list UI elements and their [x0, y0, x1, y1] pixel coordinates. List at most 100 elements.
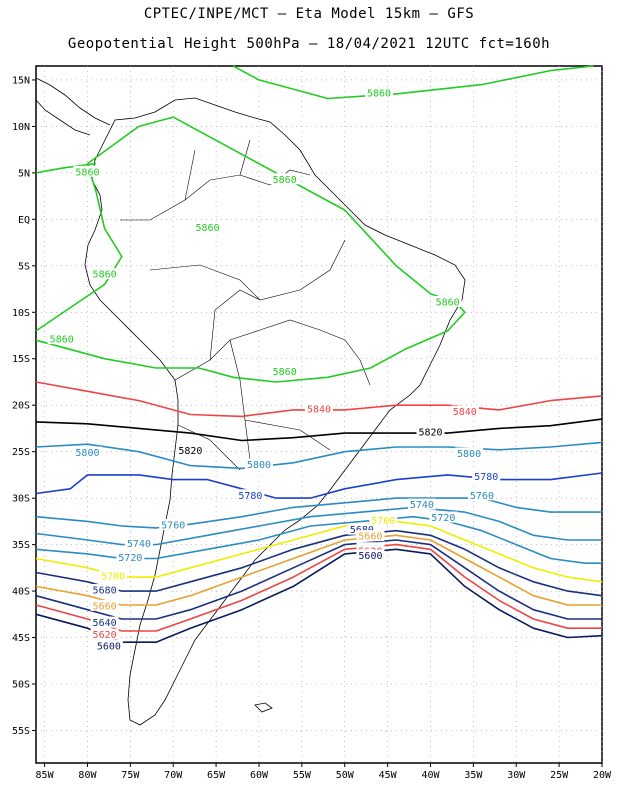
contour-5620 — [35, 543, 602, 632]
contour-label-bg — [90, 628, 119, 640]
contour-label-5740: 5740 — [410, 500, 434, 511]
contour-label-5640: 5640 — [93, 618, 117, 629]
contour-label-5860: 5860 — [75, 167, 99, 178]
contour-label-5700: 5700 — [371, 516, 395, 527]
contour-label-bg — [124, 537, 153, 549]
lon-tick-label: 65W — [207, 770, 226, 781]
lat-tick-label: EQ — [18, 215, 30, 226]
contour-label-bg — [369, 514, 398, 526]
contour-5660 — [35, 534, 602, 606]
falkland-islands — [254, 702, 273, 713]
contour-5860 — [232, 65, 594, 100]
contour-label-bg — [94, 639, 123, 651]
lat-tick-label: 55S — [12, 726, 30, 737]
contour-label-bg — [407, 498, 436, 510]
contour-label-5680: 5680 — [93, 586, 117, 597]
contour-label-bg — [73, 446, 102, 458]
contour-5760 — [35, 497, 602, 529]
contour-label-5860: 5860 — [50, 335, 74, 346]
contour-label-5860: 5860 — [367, 88, 391, 99]
contour-label-bg — [90, 599, 119, 611]
contour-5700 — [35, 520, 603, 583]
contour-5600 — [35, 548, 603, 644]
contour-labels: 5860 5860 5860 5860 5860 5860 5860 5860 5840 5840… — [47, 86, 501, 652]
contour-label-bg — [433, 295, 462, 307]
contour-label-5720: 5720 — [431, 513, 455, 524]
lon-tick-label: 25W — [550, 770, 569, 781]
contour-5860 — [35, 116, 466, 383]
lat-tick-label: 10S — [12, 308, 30, 319]
contour-label-5600: 5600 — [358, 551, 382, 562]
contour-label-bg — [347, 523, 376, 535]
contour-label-bg — [159, 519, 188, 531]
contour-label-5860: 5860 — [273, 367, 297, 378]
axis-labels: 15N 10N 5N EQ 5S 10S 15S 20S 25S 30S 35S 40S 45S 50S 5… — [12, 75, 612, 781]
contour-label-5840: 5840 — [453, 407, 477, 418]
lon-tick-label: 55W — [293, 770, 312, 781]
contour-5800 — [35, 441, 603, 470]
lat-tick-label: 20S — [12, 401, 30, 412]
contour-label-5780: 5780 — [474, 472, 498, 483]
lon-tick-label: 20W — [593, 770, 612, 781]
contour-label-bg — [116, 551, 145, 563]
contour-lines — [35, 65, 603, 644]
contour-label-bg — [73, 165, 102, 177]
contour-label-bg — [356, 530, 385, 542]
contour-label-5600: 5600 — [97, 641, 121, 652]
contour-label-bg — [429, 511, 458, 523]
contour-label-bg — [99, 570, 128, 582]
contour-label-5800: 5800 — [75, 448, 99, 459]
contour-label-bg — [472, 470, 501, 482]
lon-tick-label: 50W — [336, 770, 355, 781]
lon-tick-label: 30W — [507, 770, 526, 781]
contour-label-5860: 5860 — [195, 223, 219, 234]
contour-label-bg — [450, 405, 479, 417]
contour-label-bg — [455, 447, 484, 459]
contour-label-bg — [365, 86, 394, 98]
contour-label-5800: 5800 — [457, 449, 481, 460]
contour-label-5760: 5760 — [161, 521, 185, 532]
lon-tick-label: 45W — [379, 770, 398, 781]
contour-label-5820: 5820 — [178, 446, 202, 457]
contour-label-bg — [244, 458, 273, 470]
contour-label-bg — [467, 489, 496, 501]
chart-title-line1: CPTEC/INPE/MCT — Eta Model 15km — GFS — [143, 6, 475, 22]
contour-label-bg — [270, 365, 299, 377]
lon-tick-label: 75W — [121, 770, 140, 781]
contour-label-bg — [305, 402, 333, 414]
contour-label-5720: 5720 — [118, 553, 142, 564]
contour-label-bg — [356, 549, 385, 561]
contour-5680 — [35, 529, 603, 597]
contour-label-5700: 5700 — [101, 572, 125, 583]
lon-tick-label: 60W — [250, 770, 269, 781]
lon-tick-label: 35W — [464, 770, 483, 781]
contour-label-bg — [90, 584, 119, 596]
lat-tick-label: 10N — [12, 122, 30, 133]
lat-tick-label: 5N — [18, 168, 30, 179]
contour-label-bg — [47, 333, 76, 345]
contour-label-5860: 5860 — [436, 297, 460, 308]
contour-label-bg — [193, 221, 222, 233]
country-borders — [120, 139, 371, 471]
contour-label-5660: 5660 — [93, 601, 117, 612]
contour-label-bg — [90, 616, 119, 628]
lat-tick-label: 30S — [12, 494, 30, 505]
contour-5640 — [35, 539, 602, 620]
contour-label-5860: 5860 — [93, 270, 117, 281]
lon-tick-label: 85W — [36, 770, 55, 781]
lon-tick-label: 80W — [78, 770, 97, 781]
contour-label-5660: 5660 — [358, 532, 382, 543]
contour-5820 — [35, 418, 603, 442]
lat-tick-label: 45S — [12, 633, 30, 644]
contour-label-5860: 5860 — [273, 175, 297, 186]
contour-label-bg — [270, 173, 299, 185]
lat-tick-label: 15N — [12, 75, 30, 86]
south-america-coast — [84, 97, 466, 726]
lon-tick-label: 70W — [164, 770, 183, 781]
contour-label-bg — [416, 426, 445, 438]
contour-label-5780: 5780 — [238, 491, 262, 502]
contour-label-bg — [176, 444, 205, 456]
contour-label-5800: 5800 — [247, 460, 271, 471]
contour-label-5620: 5620 — [93, 630, 117, 641]
